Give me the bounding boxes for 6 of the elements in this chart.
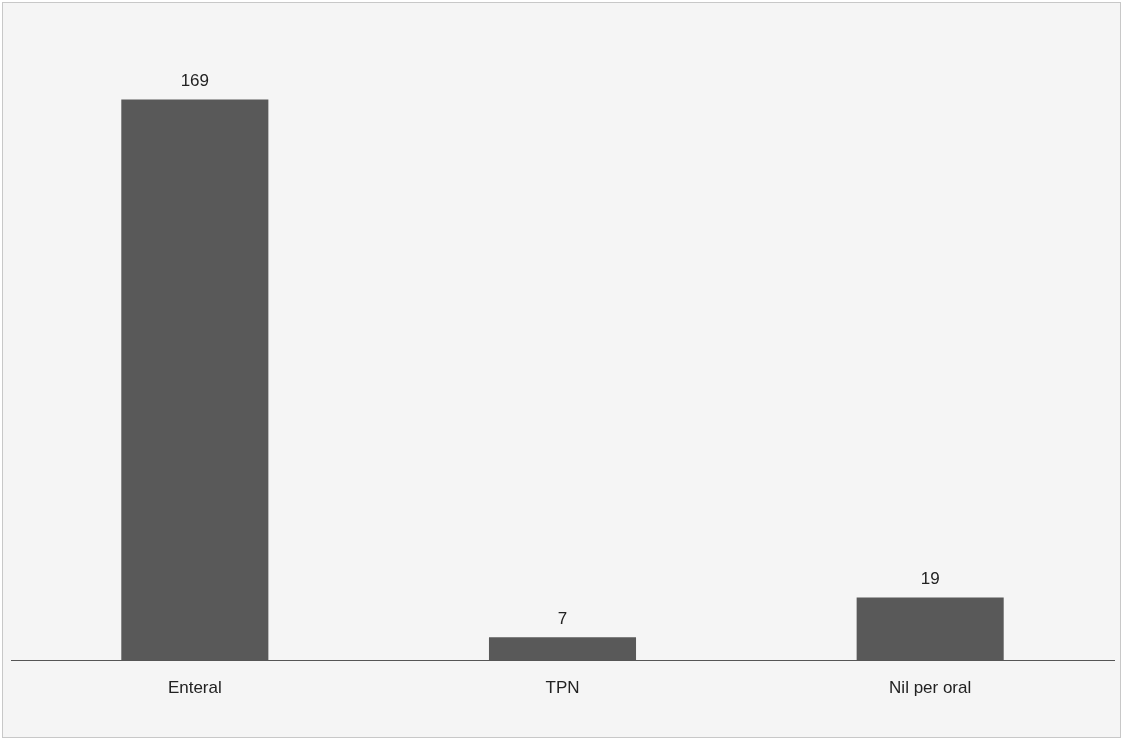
data-label: 7 xyxy=(557,608,568,628)
data-label: 19 xyxy=(920,568,940,588)
data-label: 169 xyxy=(180,70,210,90)
x-tick-label: TPN xyxy=(545,678,580,698)
x-tick-label: Enteral xyxy=(167,678,222,698)
x-tick-label: Nil per oral xyxy=(889,678,972,698)
